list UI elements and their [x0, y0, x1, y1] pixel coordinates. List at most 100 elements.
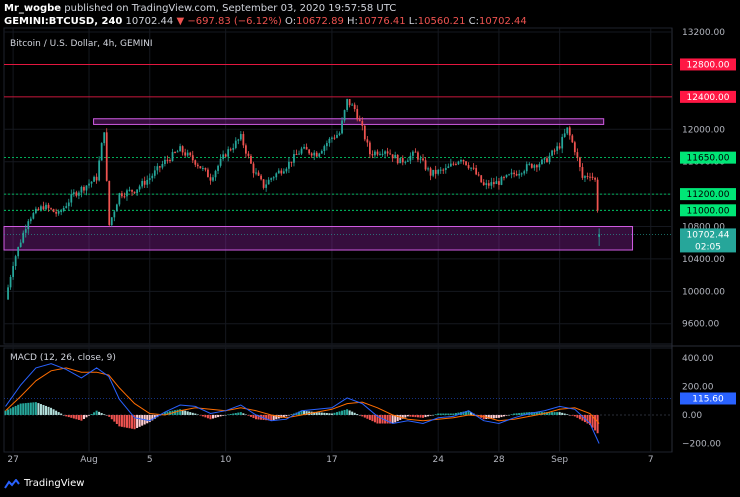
candle-body — [67, 202, 70, 207]
macd-histogram-bar — [206, 414, 209, 419]
candle-body — [169, 160, 171, 162]
candle-body — [285, 168, 288, 172]
candle-body — [472, 167, 475, 169]
candle-body — [158, 166, 161, 168]
macd-histogram-bar — [578, 414, 581, 420]
candle-body — [126, 190, 128, 197]
macd-histogram-bar — [285, 414, 288, 417]
candle-body — [57, 211, 60, 214]
candle-body — [234, 140, 237, 148]
level-badge — [680, 90, 736, 103]
macd-histogram-bar — [176, 409, 179, 415]
macd-histogram-bar — [136, 414, 139, 429]
macd-histogram-bar — [181, 409, 184, 415]
level-badge-label: 11000.00 — [687, 206, 730, 216]
candle-body — [510, 172, 513, 175]
macd-histogram-bar — [298, 411, 301, 415]
macd-histogram-bar — [148, 414, 151, 423]
macd-histogram-bar — [209, 414, 212, 420]
macd-histogram-bar — [525, 412, 528, 415]
macd-histogram-bar — [371, 414, 374, 422]
macd-histogram-bar — [4, 410, 7, 415]
candle-body — [482, 182, 485, 186]
candle-body — [212, 177, 214, 181]
candle-body — [371, 154, 374, 156]
candle-body — [406, 160, 409, 162]
candle-body — [250, 155, 252, 164]
candle-body — [485, 183, 488, 186]
brand-label: TradingView — [24, 478, 85, 489]
candle-body — [136, 189, 138, 194]
candle-body — [465, 161, 467, 166]
ohlc-bar: GEMINI:BTCUSD, 240 10702.44 ▼ −697.83 (−… — [4, 16, 527, 27]
macd-histogram-bar — [217, 414, 220, 418]
macd-histogram-bar — [211, 414, 215, 419]
candle-body — [346, 99, 348, 111]
candle-body — [70, 194, 73, 203]
candle-body — [108, 180, 111, 226]
chart-title: Bitcoin / U.S. Dollar, 4h, GEMINI — [10, 39, 153, 49]
candle-body — [201, 168, 204, 170]
candle-body — [204, 168, 207, 170]
candle-body — [348, 99, 351, 106]
candle-body — [103, 132, 106, 144]
candle-body — [166, 159, 169, 161]
candle-body — [492, 182, 495, 185]
author-name[interactable]: Mr_wogbe — [4, 3, 62, 14]
candle-body — [338, 133, 341, 135]
candle-body — [401, 158, 404, 163]
candle-body — [189, 152, 192, 156]
candle-body — [584, 176, 586, 178]
level-badge-label: 11200.00 — [687, 190, 730, 200]
macd-histogram-bar — [194, 413, 197, 415]
x-tick-label: 28 — [493, 455, 505, 465]
macd-histogram-bar — [44, 405, 48, 415]
macd-histogram-bar — [24, 403, 27, 415]
macd-histogram-bar — [558, 412, 561, 415]
candle-body — [455, 163, 457, 165]
macd-histogram-bar — [368, 414, 371, 420]
candle-body — [558, 146, 561, 149]
candle-body — [138, 186, 141, 190]
candle-body — [146, 179, 149, 185]
price-change: ▼ −697.83 (−6.12%) — [176, 16, 282, 27]
candle-body — [131, 189, 133, 192]
macd-histogram-bar — [328, 413, 331, 415]
macd-histogram-bar — [508, 414, 511, 416]
macd-histogram-bar — [9, 408, 12, 415]
macd-histogram-bar — [429, 414, 432, 416]
level-badge-label: 12400.00 — [687, 93, 730, 103]
macd-histogram-bar — [47, 406, 50, 415]
macd-histogram-bar — [553, 412, 556, 415]
candle-body — [457, 161, 460, 165]
macd-histogram-bar — [247, 414, 250, 416]
candle-body — [191, 155, 194, 161]
macd-histogram-bar — [396, 414, 399, 422]
x-tick-label: 17 — [326, 455, 337, 465]
macd-histogram-bar — [115, 414, 118, 424]
macd-histogram-bar — [373, 414, 376, 423]
candle-body — [95, 176, 98, 181]
footer-brand[interactable]: TradingView — [4, 478, 84, 489]
candle-body — [78, 192, 80, 196]
candle-body — [543, 158, 546, 160]
candle-body — [571, 135, 574, 143]
candle-body — [518, 173, 521, 176]
macd-histogram-bar — [548, 412, 551, 415]
candle-body — [22, 232, 25, 243]
candle-body — [535, 165, 538, 168]
macd-histogram-bar — [414, 414, 417, 418]
candle-body — [181, 146, 184, 153]
macd-histogram-bar — [113, 414, 116, 422]
macd-histogram-bar — [242, 413, 245, 415]
macd-histogram-bar — [37, 403, 40, 415]
candle-body — [34, 208, 37, 214]
macd-histogram-bar — [523, 412, 526, 415]
publish-text: published on TradingView.com, September … — [61, 3, 397, 14]
candle-body — [60, 211, 63, 213]
macd-histogram-bar — [594, 414, 597, 431]
x-tick-label: Sep — [551, 455, 568, 465]
macd-title: MACD (12, 26, close, 9) — [10, 353, 116, 363]
candle-body — [419, 158, 422, 160]
